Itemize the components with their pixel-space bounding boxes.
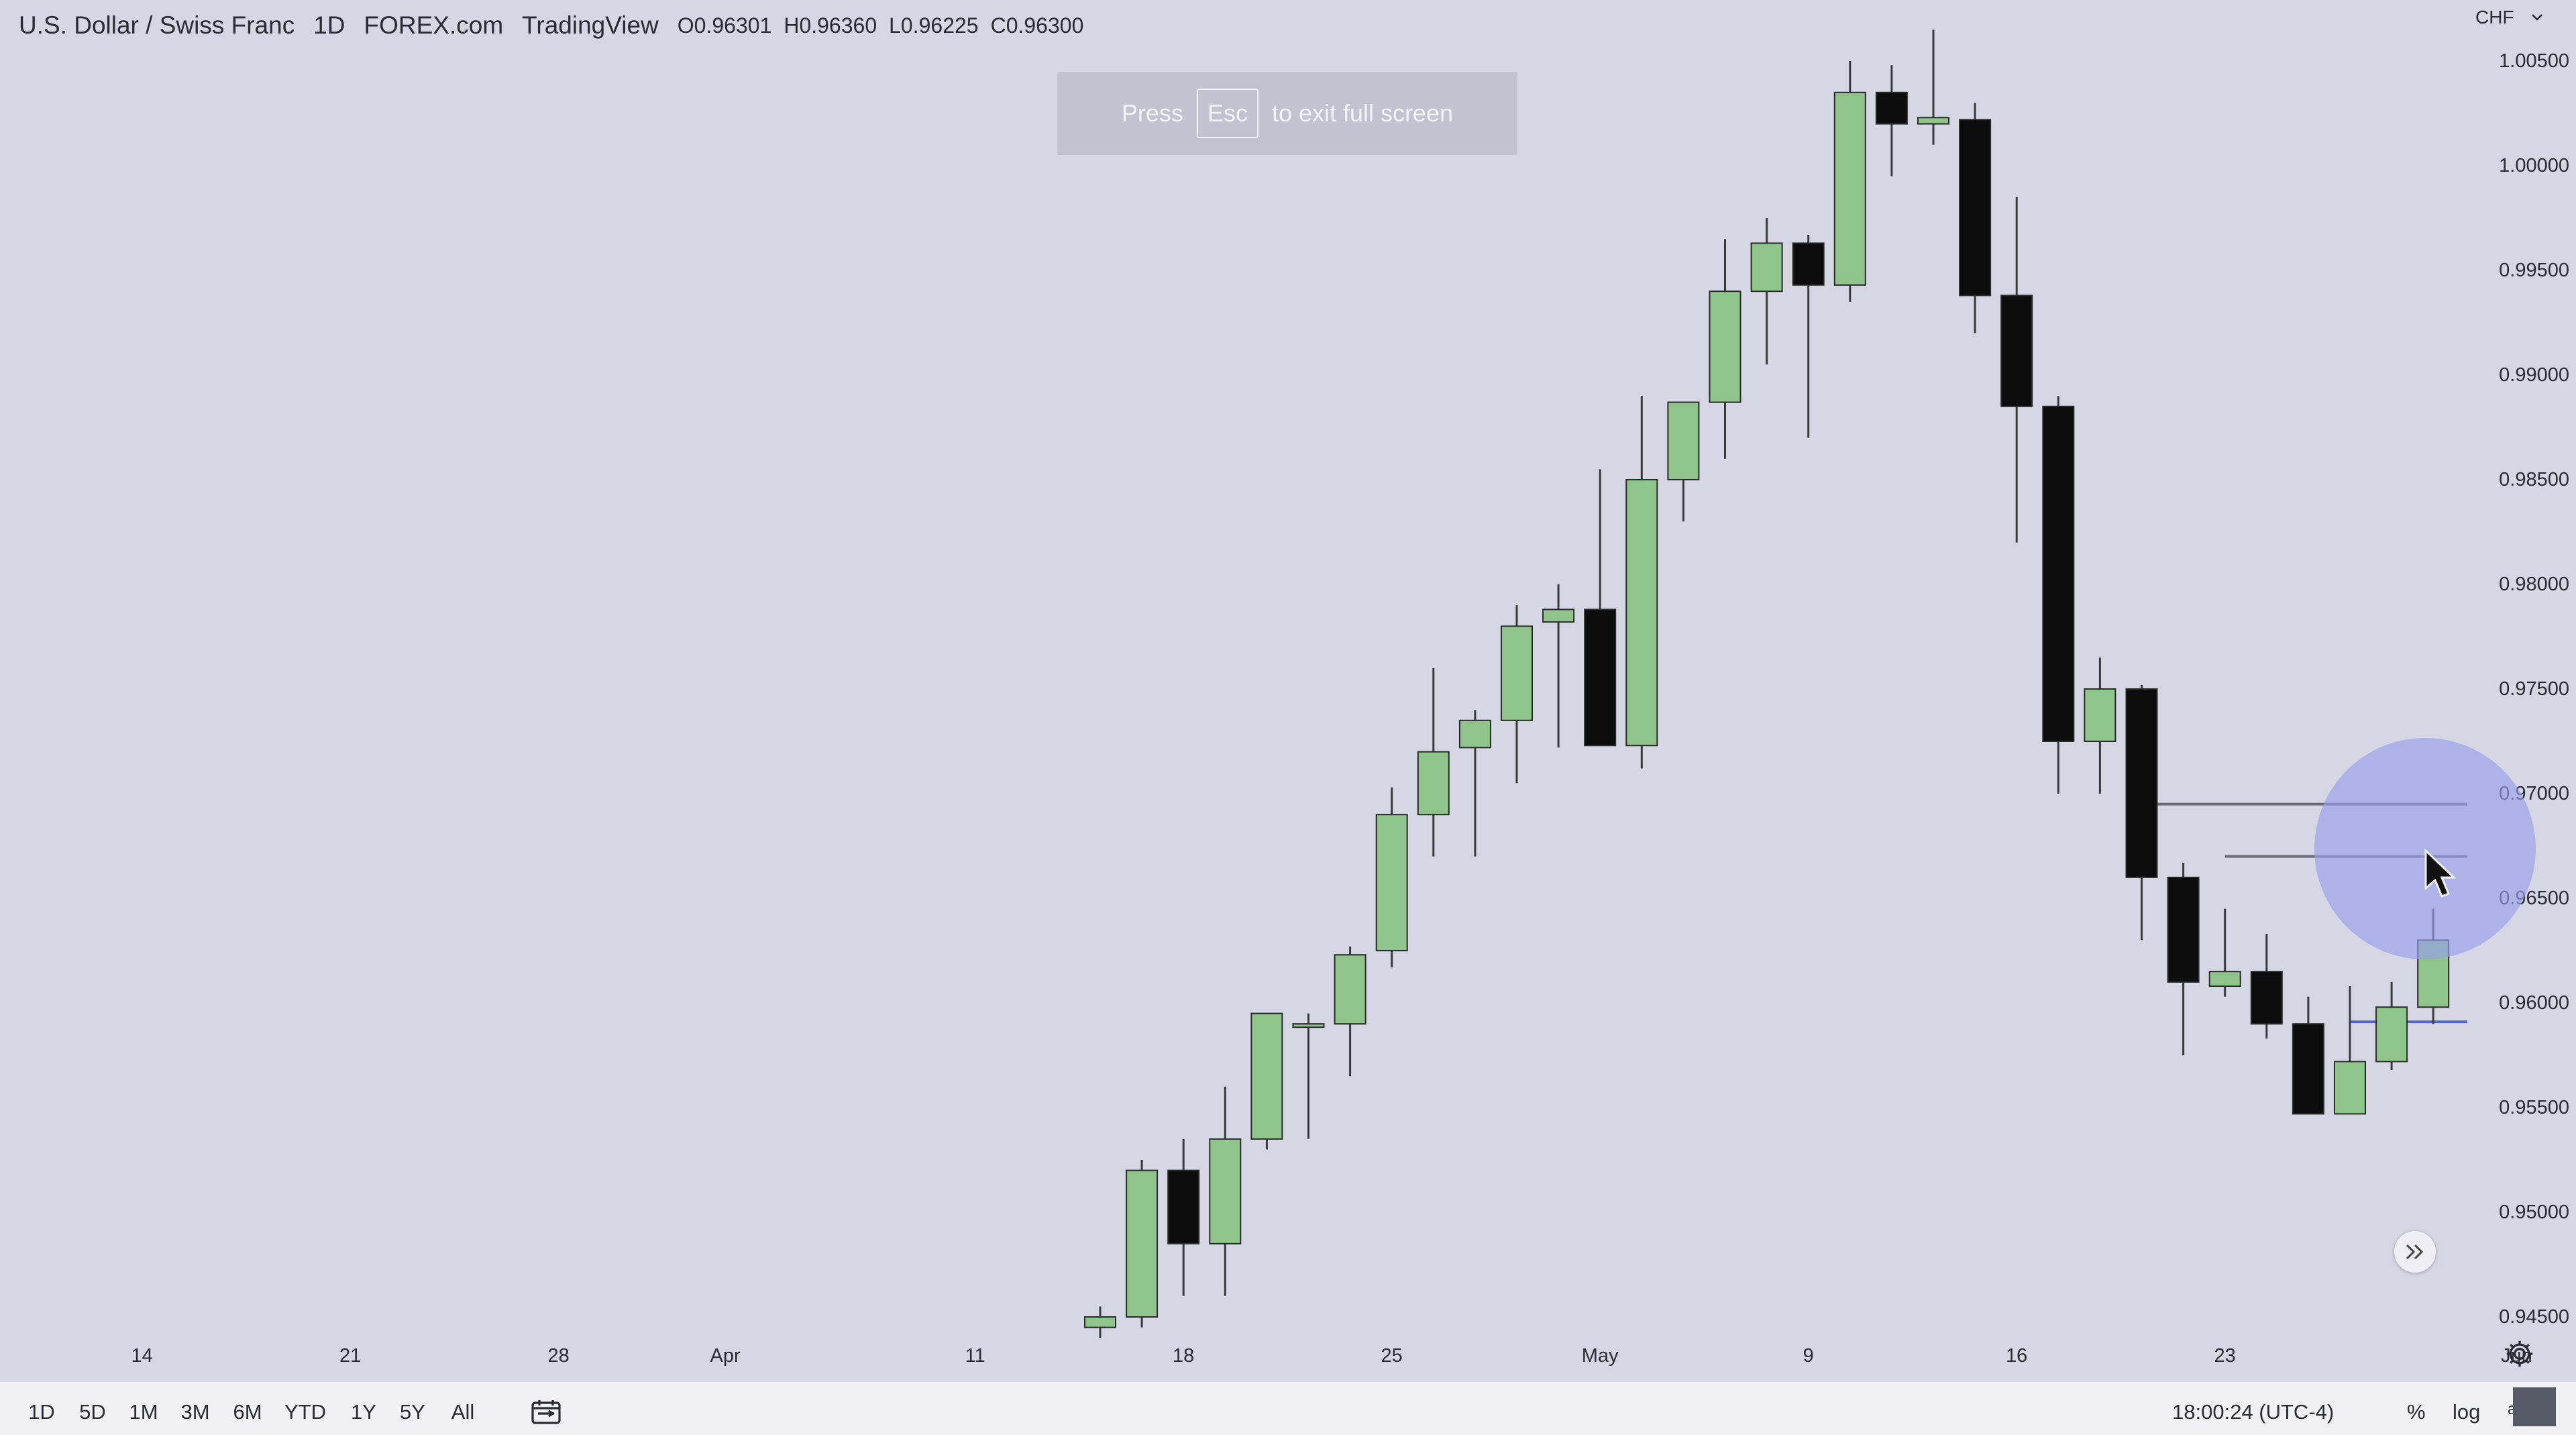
- exchange-label: FOREX.com: [364, 11, 504, 39]
- chart-header: U.S. Dollar / Swiss Franc 1D FOREX.com T…: [19, 9, 1083, 42]
- candle-body: [1584, 608, 1617, 747]
- time-tick-label: 28: [547, 1345, 570, 1367]
- time-tick-label: 23: [2214, 1345, 2236, 1367]
- price-tick-label: 1.00500: [2499, 50, 2569, 72]
- double-chevron-right-icon: [2406, 1244, 2424, 1260]
- price-tick-label: 0.96000: [2499, 992, 2569, 1014]
- chevron-down-icon: [2531, 14, 2542, 21]
- range-button-5d[interactable]: 5D: [79, 1400, 106, 1424]
- scroll-to-realtime-button[interactable]: [2394, 1231, 2436, 1273]
- candle-body: [2375, 1006, 2408, 1063]
- candle-body: [1458, 719, 1491, 749]
- price-tick-label: 0.99000: [2499, 364, 2569, 386]
- chart-thumbnail[interactable]: [2513, 1387, 2556, 1426]
- candle-body: [1667, 401, 1700, 480]
- candle-body: [1167, 1169, 1200, 1244]
- candle-body: [1792, 242, 1825, 286]
- calendar-range-icon[interactable]: [531, 1399, 561, 1424]
- candle-body: [1959, 119, 1992, 297]
- candle-body: [1250, 1012, 1283, 1140]
- close-value: C0.96300: [990, 13, 1084, 38]
- candle-body: [2084, 688, 2116, 742]
- interval-label[interactable]: 1D: [313, 11, 345, 39]
- esc-key: Esc: [1196, 89, 1258, 138]
- range-button-5y[interactable]: 5Y: [400, 1400, 425, 1424]
- candle-body: [2125, 688, 2158, 878]
- candle-body: [1833, 91, 1866, 286]
- clock-display[interactable]: 18:00:24 (UTC-4): [2172, 1400, 2334, 1424]
- high-value: H0.96360: [784, 13, 877, 38]
- candle-body: [2334, 1061, 2366, 1115]
- candle-body: [2208, 971, 2241, 988]
- range-button-1y[interactable]: 1Y: [351, 1400, 376, 1424]
- candle-body: [2250, 971, 2283, 1025]
- candle-body: [1875, 91, 1908, 125]
- candle-body: [1126, 1169, 1159, 1318]
- candle-body: [1501, 625, 1533, 721]
- range-button-1d[interactable]: 1D: [28, 1400, 55, 1424]
- time-tick-label: 18: [1173, 1345, 1195, 1367]
- range-button-all[interactable]: All: [451, 1400, 475, 1424]
- candle-body: [1084, 1316, 1116, 1328]
- price-tick-label: 0.98000: [2499, 574, 2569, 595]
- candle-body: [1375, 814, 1408, 951]
- time-tick-label: 9: [1803, 1345, 1814, 1367]
- fullscreen-exit-text: to exit full screen: [1271, 99, 1454, 127]
- fullscreen-press-text: Press: [1121, 99, 1183, 127]
- candle-body: [1750, 242, 1783, 293]
- mouse-cursor-icon: [2424, 848, 2457, 898]
- candle-body: [1917, 117, 1949, 125]
- candle-body: [2292, 1023, 2324, 1115]
- settings-gear-icon[interactable]: [2505, 1339, 2534, 1369]
- candle-body: [1209, 1138, 1242, 1244]
- price-tick-label: 0.99500: [2499, 260, 2569, 281]
- candle-body: [2167, 876, 2200, 983]
- ohlc-values: O0.96301 H0.96360 L0.96225 C0.96300: [678, 13, 1084, 38]
- range-button-3m[interactable]: 3M: [180, 1400, 210, 1424]
- price-tick-label: 0.95000: [2499, 1202, 2569, 1223]
- range-button-1m[interactable]: 1M: [129, 1400, 158, 1424]
- price-tick-label: 0.95500: [2499, 1097, 2569, 1118]
- time-tick-label: 16: [2006, 1345, 2028, 1367]
- price-tick-label: 1.00000: [2499, 155, 2569, 176]
- range-button-6m[interactable]: 6M: [233, 1400, 262, 1424]
- time-tick-label: 14: [131, 1345, 153, 1367]
- low-value: L0.96225: [889, 13, 979, 38]
- candle-body: [2000, 295, 2033, 407]
- candle-body: [1625, 479, 1658, 747]
- candle-body: [1709, 290, 1741, 403]
- chart-plot-area[interactable]: [0, 0, 2475, 1381]
- time-tick-label: May: [1581, 1345, 1619, 1367]
- currency-selector[interactable]: CHF: [2475, 7, 2542, 28]
- percent-scale-toggle[interactable]: %: [2407, 1400, 2426, 1424]
- bottom-toolbar: [0, 1381, 2576, 1435]
- candle-body: [1542, 608, 1575, 623]
- time-tick-label: 11: [965, 1345, 985, 1367]
- price-tick-label: 0.97500: [2499, 678, 2569, 700]
- currency-label: CHF: [2475, 7, 2514, 28]
- symbol-name[interactable]: U.S. Dollar / Swiss Franc: [19, 11, 295, 39]
- time-tick-label: Apr: [710, 1345, 741, 1367]
- candle-body: [2042, 405, 2075, 742]
- log-scale-toggle[interactable]: log: [2453, 1400, 2481, 1424]
- open-value: O0.96301: [677, 13, 772, 38]
- candle-body: [1417, 751, 1450, 816]
- candle-body: [1292, 1023, 1325, 1028]
- range-button-ytd[interactable]: YTD: [284, 1400, 326, 1424]
- price-tick-label: 0.98500: [2499, 469, 2569, 490]
- fullscreen-notice: Press Esc to exit full screen: [1057, 72, 1517, 155]
- candle-body: [1334, 954, 1366, 1025]
- time-tick-label: 25: [1381, 1345, 1403, 1367]
- source-label: TradingView: [522, 11, 659, 39]
- time-tick-label: 21: [339, 1345, 362, 1367]
- price-tick-label: 0.94500: [2499, 1306, 2569, 1328]
